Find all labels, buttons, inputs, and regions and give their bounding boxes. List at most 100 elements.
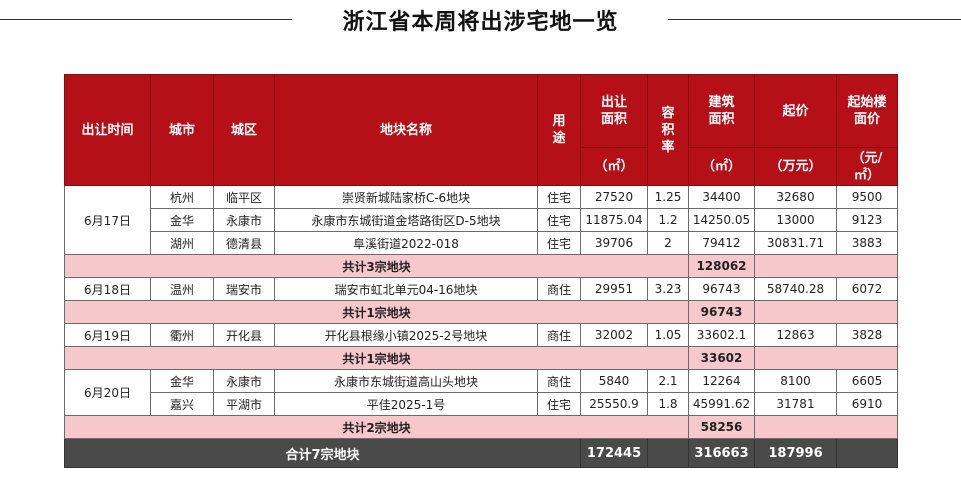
total-far-empty bbox=[647, 438, 689, 468]
subtotal-empty bbox=[754, 300, 898, 324]
subtotal-label: 共计1宗地块 bbox=[64, 346, 689, 370]
subtotal-build: 96743 bbox=[688, 300, 755, 324]
area-cell: 32002 bbox=[580, 323, 648, 347]
use-cell: 商住 bbox=[537, 369, 581, 393]
build-cell: 79412 bbox=[688, 231, 755, 255]
city-cell: 金华 bbox=[150, 208, 214, 232]
floor-cell: 3883 bbox=[836, 231, 898, 255]
col-header-date: 出让时间 bbox=[64, 74, 151, 186]
plot-name-cell: 永康市东城街道金塔路街区D-5地块 bbox=[274, 208, 538, 232]
area-unit: （㎡） bbox=[580, 147, 648, 186]
district-cell: 永康市 bbox=[213, 369, 275, 393]
price-cell: 12863 bbox=[754, 323, 837, 347]
floor-cell: 6605 bbox=[836, 369, 898, 393]
subtotal-empty bbox=[754, 415, 898, 439]
district-cell: 永康市 bbox=[213, 208, 275, 232]
date-cell: 6月18日 bbox=[64, 277, 151, 301]
use-cell: 住宅 bbox=[537, 208, 581, 232]
date-cell: 6月17日 bbox=[64, 185, 151, 255]
price-cell: 8100 bbox=[754, 369, 837, 393]
floor-label: 起始楼面价 bbox=[847, 95, 887, 127]
far-char-3: 率 bbox=[661, 139, 675, 155]
use-cell: 住宅 bbox=[537, 231, 581, 255]
build-label: 建筑面积 bbox=[708, 95, 735, 127]
plot-name-cell: 崇贤新城陆家桥C-6地块 bbox=[274, 185, 538, 209]
price-cell: 30831.71 bbox=[754, 231, 837, 255]
price-cell: 32680 bbox=[754, 185, 837, 209]
build-cell: 45991.62 bbox=[688, 392, 755, 416]
build-cell: 33602.1 bbox=[688, 323, 755, 347]
far-cell: 2 bbox=[647, 231, 689, 255]
area-cell: 27520 bbox=[580, 185, 648, 209]
grand-total-row: 合计7宗地块 172445 316663 187996 bbox=[64, 438, 898, 468]
city-cell: 杭州 bbox=[150, 185, 214, 209]
total-area: 172445 bbox=[580, 438, 648, 468]
col-header-name: 地块名称 bbox=[274, 74, 538, 186]
title-rule-right bbox=[668, 19, 961, 20]
area-label: 出让面积 bbox=[600, 95, 627, 127]
col-header-price: 起价 bbox=[754, 74, 837, 148]
use-char-1: 用 bbox=[552, 114, 566, 129]
table-row: 6月17日 杭州 临平区 崇贤新城陆家桥C-6地块 住宅 27520 1.25 … bbox=[64, 185, 898, 255]
subtotal-row: 共计3宗地块 128062 bbox=[64, 254, 898, 278]
area-cell: 39706 bbox=[580, 231, 648, 255]
floor-cell: 6072 bbox=[836, 277, 898, 301]
subtotal-label: 共计3宗地块 bbox=[64, 254, 689, 278]
build-cell: 96743 bbox=[688, 277, 755, 301]
table-row: 湖州 德清县 阜溪街道2022-018 住宅 39706 2 79412 308… bbox=[65, 231, 898, 255]
subtotal-build: 128062 bbox=[688, 254, 755, 278]
col-header-use: 用途 bbox=[537, 74, 581, 186]
build-unit: （㎡） bbox=[688, 147, 755, 186]
area-cell: 29951 bbox=[580, 277, 648, 301]
area-cell: 25550.9 bbox=[580, 392, 648, 416]
build-cell: 12264 bbox=[688, 369, 755, 393]
col-header-district: 城区 bbox=[213, 74, 275, 186]
far-char-1: 容 bbox=[661, 105, 675, 121]
price-cell: 31781 bbox=[754, 392, 837, 416]
subtotal-build: 58256 bbox=[688, 415, 755, 439]
subtotal-empty bbox=[754, 254, 898, 278]
total-label: 合计7宗地块 bbox=[64, 438, 581, 468]
total-build: 316663 bbox=[688, 438, 755, 468]
far-cell: 3.23 bbox=[647, 277, 689, 301]
floor-unit: （元/㎡） bbox=[836, 147, 898, 186]
plot-name-cell: 开化县根缘小镇2025-2号地块 bbox=[274, 323, 538, 347]
subtotal-row: 共计2宗地块 58256 bbox=[64, 415, 898, 439]
plot-name-cell: 瑞安市虹北单元04-16地块 bbox=[274, 277, 538, 301]
far-cell: 1.25 bbox=[647, 185, 689, 209]
use-cell: 住宅 bbox=[537, 185, 581, 209]
city-cell: 嘉兴 bbox=[150, 392, 214, 416]
table-row: 嘉兴 平湖市 平佳2025-1号 住宅 25550.9 1.8 45991.62… bbox=[65, 392, 898, 416]
col-header-city: 城市 bbox=[150, 74, 214, 186]
area-cell: 5840 bbox=[580, 369, 648, 393]
price-unit: （万元） bbox=[754, 147, 837, 186]
plot-name-cell: 阜溪街道2022-018 bbox=[274, 231, 538, 255]
table-row: 6月19日 衢州 开化县 开化县根缘小镇2025-2号地块 商住 32002 1… bbox=[64, 323, 898, 347]
col-header-build: 建筑面积 bbox=[688, 74, 755, 148]
table-row: 金华 永康市 永康市东城街道金塔路街区D-5地块 住宅 11875.04 1.2… bbox=[65, 208, 898, 232]
col-header-floor: 起始楼面价 bbox=[836, 74, 898, 148]
price-cell: 13000 bbox=[754, 208, 837, 232]
date-cell: 6月19日 bbox=[64, 323, 151, 347]
table-row: 6月18日 温州 瑞安市 瑞安市虹北单元04-16地块 商住 29951 3.2… bbox=[64, 277, 898, 301]
far-cell: 1.2 bbox=[647, 208, 689, 232]
build-cell: 14250.05 bbox=[688, 208, 755, 232]
build-cell: 34400 bbox=[688, 185, 755, 209]
col-header-far: 容积率 bbox=[647, 74, 689, 186]
district-cell: 开化县 bbox=[213, 323, 275, 347]
title-rule-left bbox=[0, 19, 292, 20]
floor-unit-text: （元/㎡） bbox=[851, 150, 883, 183]
subtotal-row: 共计1宗地块 96743 bbox=[64, 300, 898, 324]
floor-cell: 9500 bbox=[836, 185, 898, 209]
district-cell: 临平区 bbox=[213, 185, 275, 209]
price-cell: 58740.28 bbox=[754, 277, 837, 301]
far-cell: 1.05 bbox=[647, 323, 689, 347]
total-floor-empty bbox=[836, 438, 898, 468]
subtotal-build: 33602 bbox=[688, 346, 755, 370]
far-cell: 2.1 bbox=[647, 369, 689, 393]
table-row: 6月20日 金华 永康市 永康市东城街道高山头地块 商住 5840 2.1 12… bbox=[64, 369, 898, 416]
district-cell: 瑞安市 bbox=[213, 277, 275, 301]
subtotal-label: 共计1宗地块 bbox=[64, 300, 689, 324]
title-bar: 浙江省本周将出涉宅地一览 bbox=[0, 0, 961, 44]
subtotal-label: 共计2宗地块 bbox=[64, 415, 689, 439]
